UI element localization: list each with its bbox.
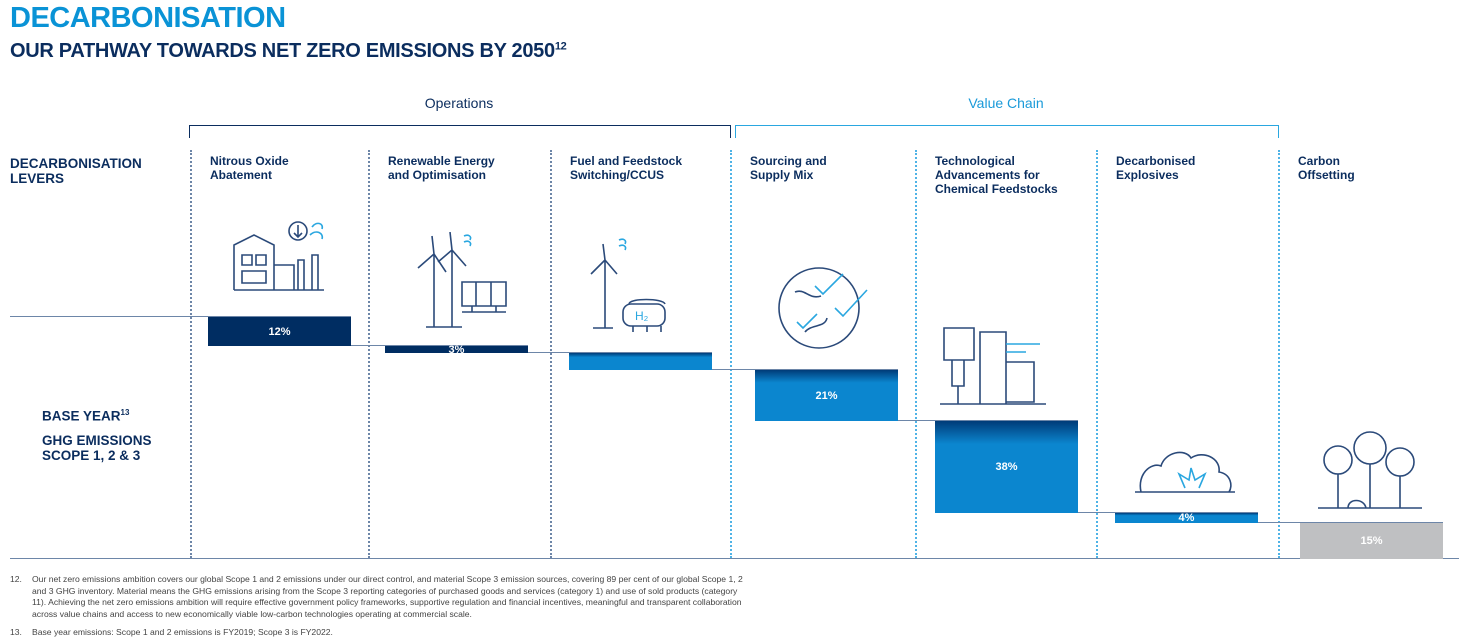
lever-label-line: Offsetting [1298,168,1355,182]
column-divider [368,150,370,558]
ghg-label-line: SCOPE 1, 2 & 3 [42,448,141,463]
column-divider [1278,150,1280,558]
operations-bracket [189,125,731,138]
bar-value-label: 4% [1178,511,1195,524]
waterfall-bar: 4% [1115,511,1258,524]
waterfall-bar: 12% [208,316,351,347]
levers-label-line: LEVERS [10,171,65,186]
lever-label-line: Technological [935,154,1015,168]
subtitle-text: OUR PATHWAY TOWARDS NET ZERO EMISSIONS B… [10,40,555,62]
lever-label-line: Nitrous Oxide [210,154,289,168]
lever-label-line: Abatement [210,168,273,182]
lever-label-line: Explosives [1116,168,1179,182]
waterfall-bar: 38% [935,420,1078,513]
group-label-value-chain: Value Chain [968,95,1044,111]
waterfall-bar: 21% [755,369,898,422]
bar-value-label: 21% [815,389,838,402]
ghg-label-line: GHG EMISSIONS [42,433,152,448]
trees-icon [1318,431,1422,509]
footnote-number: 13. [10,627,22,637]
lever-label-line: Fuel and Feedstock [570,154,683,168]
wind-solar-icon [417,232,507,328]
column-divider [915,150,917,558]
chart-baseline [10,558,1459,559]
connector-line [1078,512,1115,514]
lever-label: Fuel and Feedstock Switching/CCUS [570,154,682,182]
footnote-number: 12. [10,574,22,584]
lever-label-line: Switching/CCUS [570,168,665,182]
footnote-13: 13. Base year emissions: Scope 1 and 2 e… [10,627,750,639]
page-title: DECARBONISATION [10,2,286,34]
lever-label: Technological Advancements for Chemical Fe… [935,154,1058,196]
levers-label: DECARBONISATION LEVERS [10,156,142,186]
chemical-plant-icon [940,327,1046,405]
connector-line [1258,521,1300,523]
bar-value-label: 3% [448,343,465,356]
group-label-operations: Operations [424,95,494,111]
waterfall-bar: 3% [385,343,528,356]
lever-label-line: and Optimisation [388,168,487,182]
page-subtitle: OUR PATHWAY TOWARDS NET ZERO EMISSIONS B… [10,40,567,63]
column-divider [550,150,552,558]
subtitle-footnote-ref: 12 [554,40,567,53]
lever-label-line: Advancements for [935,168,1040,182]
lever-label: Nitrous Oxide Abatement [210,154,289,182]
footnote-text: Base year emissions: Scope 1 and 2 emiss… [32,627,333,637]
factory-icon [233,221,324,291]
waterfall-bar: 15% [1300,521,1443,559]
base-year-footnote-ref: 13 [120,408,130,417]
levers-label-line: DECARBONISATION [10,156,142,171]
lever-label: Decarbonised Explosives [1116,154,1195,182]
lever-label-line: Chemical Feedstocks [935,182,1058,196]
lever-label-line: Carbon [1298,154,1340,168]
value-chain-bracket [735,125,1279,138]
bar-value-label: 15% [1360,534,1383,547]
explosion-icon [1135,451,1235,493]
start-line [10,316,208,317]
column-divider [730,150,732,558]
ghg-label: GHG EMISSIONS SCOPE 1, 2 & 3 [42,433,152,463]
connector-line [712,369,755,371]
lever-label: Sourcing and Supply Mix [750,154,827,182]
connector-line [351,345,385,347]
column-divider [190,150,192,558]
globe-check-icon [778,267,868,349]
lever-label-line: Supply Mix [750,168,814,182]
lever-label: Carbon Offsetting [1298,154,1355,182]
column-divider [1096,150,1098,558]
bar-value-label: 12% [268,325,291,338]
connector-line [528,352,569,354]
lever-label-line: Sourcing and [750,154,827,168]
lever-label-line: Renewable Energy [388,154,495,168]
footnote-text: Our net zero emissions ambition covers o… [32,574,743,619]
hydrogen-tank-icon: H₂ [590,238,666,332]
svg-text:H₂: H₂ [635,309,649,323]
base-year-label: BASE YEAR13 [42,405,129,424]
waterfall-bar [569,352,712,371]
bar-value-label: 38% [995,461,1018,474]
lever-label-line: Decarbonised [1116,154,1196,168]
footnote-12: 12. Our net zero emissions ambition cove… [10,574,750,620]
connector-line [898,420,935,422]
base-year-text: BASE YEAR [42,408,121,424]
lever-label: Renewable Energy and Optimisation [388,154,495,182]
